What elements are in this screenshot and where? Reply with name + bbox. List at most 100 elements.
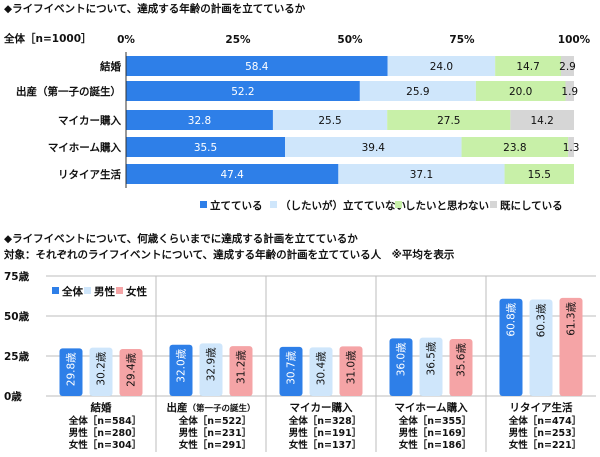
chart1-bar-segment	[387, 56, 496, 76]
chart2-sample-size: 全体［n=584］	[68, 415, 142, 427]
chart2-bar	[199, 343, 223, 396]
chart2-legend-swatch	[52, 287, 59, 294]
chart1-bar-segment	[387, 110, 511, 130]
chart1-value-label: 2.9	[559, 61, 576, 73]
chart2-category-label: 結婚	[91, 401, 112, 414]
chart2-bar	[339, 346, 363, 396]
chart2-value-label: 36.5歳	[426, 341, 438, 375]
chart1-bar-segment	[510, 110, 574, 130]
chart1-value-label: 58.4	[245, 61, 269, 73]
chart1-bar-segment	[495, 56, 562, 76]
chart2-legend-swatch	[84, 287, 91, 294]
chart1-category-label: 結婚	[100, 60, 121, 73]
chart1-value-label: 32.8	[188, 115, 211, 127]
chart2-value-label: 60.8歳	[506, 302, 518, 336]
chart2-bar	[279, 346, 303, 396]
chart1-legend-swatch	[270, 201, 277, 208]
chart2-sample-size: 女性［n=291］	[179, 439, 252, 451]
chart2-sample-size: 全体［n=474］	[508, 415, 582, 427]
chart2-category-sublabel: （第一子の誕生）	[187, 403, 255, 414]
chart2-sample-size: 女性［n=221］	[509, 439, 582, 451]
chart2-bar	[89, 347, 113, 396]
chart1-value-label: 25.9	[406, 86, 429, 98]
chart1-value-label: 15.5	[528, 169, 551, 181]
chart2-bar	[529, 299, 553, 396]
chart2-sample-size: 女性［n=137］	[289, 439, 362, 451]
chart1-bar-segment	[461, 137, 569, 157]
chart1-bar-segment	[126, 81, 360, 101]
chart1-value-label: 25.5	[318, 115, 341, 127]
chart1-legend-label: 立てている	[210, 199, 263, 212]
chart2-sample-size: 全体［n=522］	[178, 415, 252, 427]
chart1-value-label: 1.3	[563, 142, 580, 154]
chart1-legend-swatch	[490, 201, 497, 208]
chart2-category-label: リタイア生活	[510, 401, 573, 414]
chart1-bar-segment	[565, 81, 574, 101]
chart2-value-label: 29.8歳	[66, 352, 78, 386]
chart1-value-label: 23.8	[503, 142, 526, 154]
chart1-title: ◆ライフイベントについて、達成する年齢の計画を立てているか	[4, 2, 306, 15]
chart2-legend-label: 全体	[61, 285, 83, 298]
chart1-x-tick-label: 100%	[558, 34, 591, 46]
chart1-value-label: 27.5	[437, 115, 460, 127]
chart1-bar-segment	[126, 164, 339, 184]
chart2-value-label: 31.2歳	[236, 350, 248, 384]
chart1-category-label: マイカー購入	[58, 114, 121, 127]
chart2-value-label: 36.0歳	[396, 342, 408, 376]
chart2-subtitle: 対象：それぞれのライフイベントについて、達成する年齢の計画を立てている人 ※平均…	[3, 248, 455, 261]
chart2-category-label: 出産（第一子の誕生）	[166, 401, 255, 414]
chart1-legend-label: （したいが）立てていない	[280, 199, 406, 212]
chart1-bar-segment	[568, 137, 574, 157]
chart1-x-tick-label: 75%	[449, 34, 475, 46]
chart2-sample-size: 男性［n=169］	[399, 427, 472, 439]
chart1-x-tick-label: 50%	[337, 34, 363, 46]
chart2-legend-label: 女性	[126, 285, 147, 298]
chart2-legend-label: 男性	[94, 285, 115, 298]
chart2-y-tick-label: 50歳	[4, 310, 30, 323]
chart2-sample-size: 全体［n=355］	[398, 415, 472, 427]
chart2-sample-size: 男性［n=191］	[289, 427, 362, 439]
chart2-sample-size: 女性［n=186］	[399, 439, 472, 451]
chart2-bar	[169, 344, 193, 396]
chart2-sample-size: 女性［n=304］	[69, 439, 142, 451]
chart1-value-label: 35.5	[194, 142, 217, 154]
chart1-value-label: 24.0	[430, 61, 453, 73]
chart2-legend-swatch	[116, 287, 123, 294]
chart2-bar	[559, 297, 583, 396]
chart2-bar	[449, 339, 473, 396]
chart2-value-label: 32.9歳	[206, 347, 218, 381]
chart1-bar-segment	[272, 110, 388, 130]
chart1-legend-label: したいと思わない	[405, 200, 489, 212]
chart2-y-tick-label: 25歳	[4, 350, 30, 363]
chart2-sample-size: 全体［n=328］	[288, 415, 362, 427]
chart2-category-label: マイホーム購入	[394, 401, 468, 414]
chart2-bar	[59, 348, 83, 396]
chart1-category-label: リタイア生活	[58, 168, 121, 181]
chart1-value-label: 47.4	[220, 169, 244, 181]
chart1-bar-segment	[285, 137, 462, 157]
chart1-value-label: 52.2	[231, 86, 254, 98]
chart1-bar-segment	[126, 110, 273, 130]
chart1-bar-segment	[504, 164, 574, 184]
chart1-bar-segment	[338, 164, 505, 184]
chart1-x-tick-label: 25%	[225, 34, 251, 46]
chart2-value-label: 31.0歳	[346, 350, 358, 384]
chart1-value-label: 1.9	[561, 86, 578, 98]
chart2-value-label: 35.6歳	[456, 343, 468, 377]
chart1-value-label: 37.1	[410, 169, 433, 181]
chart2-value-label: 30.4歳	[316, 351, 328, 385]
chart2-category-label: マイカー購入	[290, 401, 353, 414]
chart2-bar	[119, 348, 143, 396]
chart1-legend-swatch	[200, 201, 207, 208]
chart1-legend-label: 既にしている	[500, 200, 563, 212]
chart2-value-label: 29.4歳	[126, 352, 138, 386]
chart2-value-label: 30.2歳	[96, 351, 108, 385]
chart1-bar-segment	[475, 81, 566, 101]
chart2-bar	[419, 337, 443, 396]
chart1-bar-segment	[561, 56, 574, 76]
chart1-value-label: 39.4	[362, 142, 386, 154]
chart2-value-label: 60.3歳	[536, 303, 548, 337]
chart1-category-label: 出産（第一子の誕生）	[16, 85, 121, 98]
chart2-bar	[389, 338, 413, 396]
